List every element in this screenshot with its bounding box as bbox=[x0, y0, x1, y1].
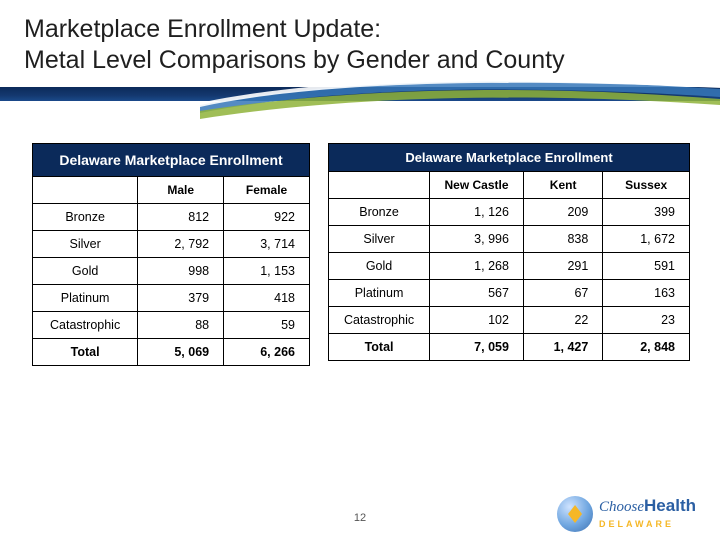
table-row: Catastrophic8859 bbox=[33, 311, 310, 338]
cell-value: 59 bbox=[224, 311, 310, 338]
col-blank bbox=[33, 176, 138, 203]
row-label: Total bbox=[329, 333, 430, 360]
cell-value: 209 bbox=[523, 198, 602, 225]
row-label: Bronze bbox=[33, 203, 138, 230]
col-female: Female bbox=[224, 176, 310, 203]
cell-value: 6, 266 bbox=[224, 338, 310, 365]
slide-title: Marketplace Enrollment Update: Metal Lev… bbox=[24, 14, 696, 77]
cell-value: 2, 792 bbox=[138, 230, 224, 257]
slide: Marketplace Enrollment Update: Metal Lev… bbox=[0, 0, 720, 540]
cell-value: 22 bbox=[523, 306, 602, 333]
table-row: Total5, 0696, 266 bbox=[33, 338, 310, 365]
cell-value: 399 bbox=[603, 198, 690, 225]
cell-value: 67 bbox=[523, 279, 602, 306]
logo-badge-icon bbox=[557, 496, 593, 532]
cell-value: 1, 153 bbox=[224, 257, 310, 284]
swoosh-graphic bbox=[200, 79, 720, 121]
cell-value: 1, 268 bbox=[430, 252, 524, 279]
logo-diamond-icon bbox=[568, 505, 582, 523]
cell-value: 812 bbox=[138, 203, 224, 230]
cell-value: 3, 996 bbox=[430, 225, 524, 252]
cell-value: 838 bbox=[523, 225, 602, 252]
table-row: Delaware Marketplace Enrollment bbox=[329, 143, 690, 171]
cell-value: 5, 069 bbox=[138, 338, 224, 365]
table-row: Gold1, 268291591 bbox=[329, 252, 690, 279]
cell-value: 102 bbox=[430, 306, 524, 333]
table-row: Male Female bbox=[33, 176, 310, 203]
col-blank bbox=[329, 171, 430, 198]
table-title: Delaware Marketplace Enrollment bbox=[329, 143, 690, 171]
cell-value: 591 bbox=[603, 252, 690, 279]
logo: ChooseHealth DELAWARE bbox=[557, 496, 696, 532]
title-area: Marketplace Enrollment Update: Metal Lev… bbox=[0, 0, 720, 87]
accent-bar bbox=[0, 87, 720, 101]
county-table-body: Bronze1, 126209399Silver3, 9968381, 672G… bbox=[329, 198, 690, 360]
col-sussex: Sussex bbox=[603, 171, 690, 198]
cell-value: 379 bbox=[138, 284, 224, 311]
cell-value: 163 bbox=[603, 279, 690, 306]
logo-state: DELAWARE bbox=[599, 519, 674, 529]
cell-value: 3, 714 bbox=[224, 230, 310, 257]
row-label: Total bbox=[33, 338, 138, 365]
row-label: Silver bbox=[329, 225, 430, 252]
logo-choose: Choose bbox=[599, 499, 644, 515]
logo-health: Health bbox=[644, 496, 696, 515]
table-row: Delaware Marketplace Enrollment bbox=[33, 143, 310, 176]
table-row: Bronze1, 126209399 bbox=[329, 198, 690, 225]
gender-table: Delaware Marketplace Enrollment Male Fem… bbox=[32, 143, 310, 366]
cell-value: 88 bbox=[138, 311, 224, 338]
col-newcastle: New Castle bbox=[430, 171, 524, 198]
tables-row: Delaware Marketplace Enrollment Male Fem… bbox=[0, 101, 720, 366]
row-label: Bronze bbox=[329, 198, 430, 225]
row-label: Catastrophic bbox=[33, 311, 138, 338]
row-label: Catastrophic bbox=[329, 306, 430, 333]
table-row: Gold9981, 153 bbox=[33, 257, 310, 284]
cell-value: 291 bbox=[523, 252, 602, 279]
row-label: Gold bbox=[329, 252, 430, 279]
table-row: Platinum56767163 bbox=[329, 279, 690, 306]
table-row: Silver3, 9968381, 672 bbox=[329, 225, 690, 252]
title-line-2: Metal Level Comparisons by Gender and Co… bbox=[24, 46, 565, 74]
table-row: Silver2, 7923, 714 bbox=[33, 230, 310, 257]
gender-table-body: Bronze812922Silver2, 7923, 714Gold9981, … bbox=[33, 203, 310, 365]
row-label: Gold bbox=[33, 257, 138, 284]
cell-value: 2, 848 bbox=[603, 333, 690, 360]
col-kent: Kent bbox=[523, 171, 602, 198]
table-row: New Castle Kent Sussex bbox=[329, 171, 690, 198]
table-row: Total7, 0591, 4272, 848 bbox=[329, 333, 690, 360]
cell-value: 23 bbox=[603, 306, 690, 333]
cell-value: 922 bbox=[224, 203, 310, 230]
table-row: Platinum379418 bbox=[33, 284, 310, 311]
cell-value: 418 bbox=[224, 284, 310, 311]
table-row: Bronze812922 bbox=[33, 203, 310, 230]
row-label: Platinum bbox=[329, 279, 430, 306]
cell-value: 1, 672 bbox=[603, 225, 690, 252]
row-label: Silver bbox=[33, 230, 138, 257]
cell-value: 1, 126 bbox=[430, 198, 524, 225]
county-table-wrap: Delaware Marketplace Enrollment New Cast… bbox=[328, 143, 690, 361]
cell-value: 7, 059 bbox=[430, 333, 524, 360]
table-row: Catastrophic1022223 bbox=[329, 306, 690, 333]
cell-value: 567 bbox=[430, 279, 524, 306]
cell-value: 1, 427 bbox=[523, 333, 602, 360]
title-line-1: Marketplace Enrollment Update: bbox=[24, 15, 381, 43]
page-number: 12 bbox=[354, 512, 366, 524]
county-table: Delaware Marketplace Enrollment New Cast… bbox=[328, 143, 690, 361]
logo-text: ChooseHealth DELAWARE bbox=[599, 497, 696, 531]
cell-value: 998 bbox=[138, 257, 224, 284]
col-male: Male bbox=[138, 176, 224, 203]
row-label: Platinum bbox=[33, 284, 138, 311]
table-title: Delaware Marketplace Enrollment bbox=[33, 143, 310, 176]
gender-table-wrap: Delaware Marketplace Enrollment Male Fem… bbox=[32, 143, 310, 366]
